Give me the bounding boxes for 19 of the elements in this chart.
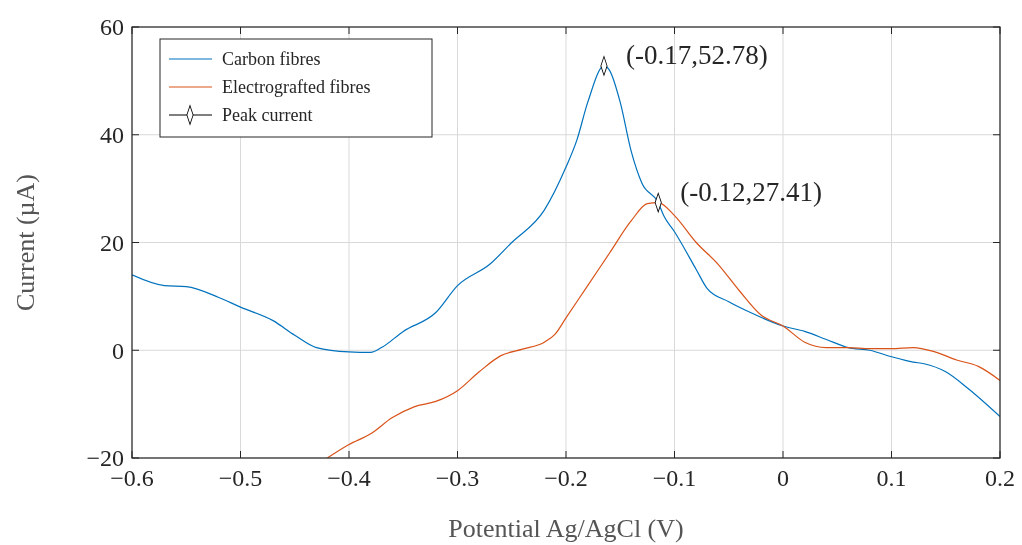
x-tick-label: −0.5 [218,465,263,491]
annotation: (-0.17,52.78) [625,39,768,70]
annotation: (-0.12,27.41) [680,176,822,207]
x-tick-label: 0.1 [876,465,907,491]
legend-label: Peak current [222,105,313,126]
y-tick-label: 40 [100,122,124,149]
legend-label: Electrografted fibres [222,77,371,98]
y-tick-label: 60 [100,14,124,41]
x-tick-label: 0.2 [985,465,1015,491]
x-tick-label: −0.3 [435,465,480,491]
y-axis-title: Current (µA) [11,174,40,311]
legend-label: Carbon fibres [222,49,321,70]
x-tick-label: −0.2 [544,465,588,491]
x-tick-label: −0.1 [652,465,697,491]
x-axis-title: Potential Ag/AgCl (V) [448,514,684,543]
y-tick-label: 0 [112,337,124,364]
x-tick-label: 0 [777,465,789,491]
y-tick-label: 20 [100,229,124,256]
x-tick-label: −0.4 [327,465,371,491]
